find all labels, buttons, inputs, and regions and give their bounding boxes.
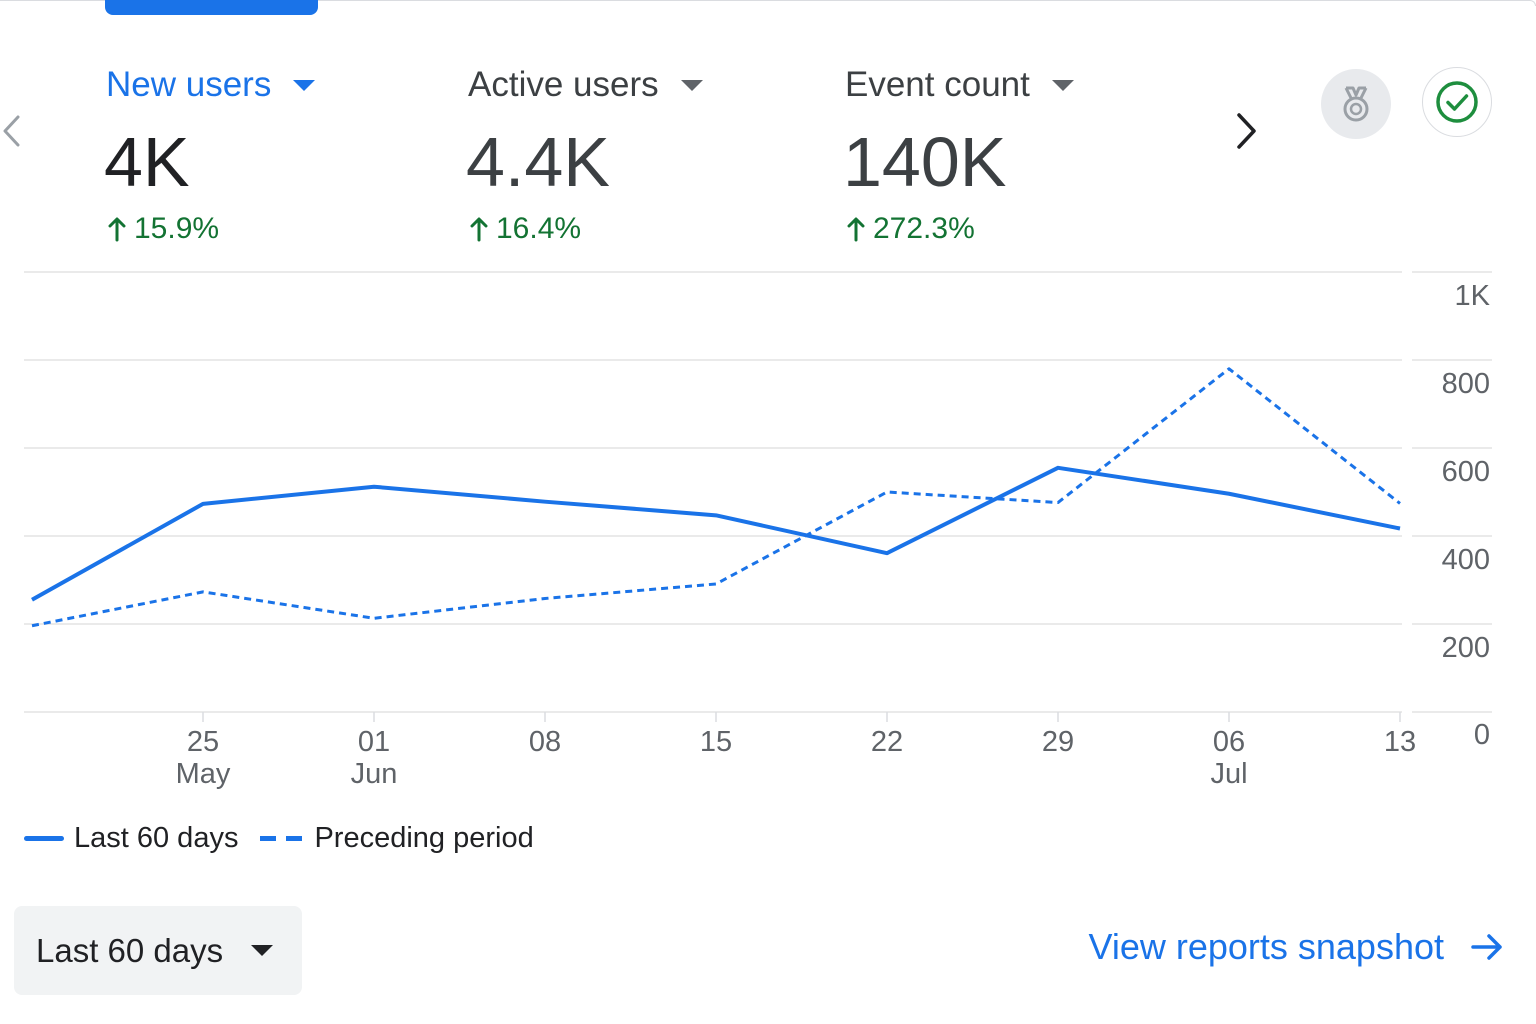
metric-change-value: 15.9% xyxy=(134,212,220,245)
metric-tab-new-users[interactable]: New users 4K 15.9% xyxy=(104,60,316,245)
y-tick-label: 1K xyxy=(1455,280,1491,312)
series-line-preceding-period xyxy=(31,367,1401,628)
legend-item-last-60-days: Last 60 days xyxy=(24,822,238,855)
caret-down-icon xyxy=(1051,79,1074,91)
y-tick-label: 800 xyxy=(1442,368,1490,400)
chevron-left-icon[interactable] xyxy=(0,113,24,149)
metric-value: 4K xyxy=(104,123,190,201)
x-tick-label: 22 xyxy=(871,726,903,758)
series-line-last-60-days xyxy=(31,465,1401,602)
legend-label: Preceding period xyxy=(314,822,534,854)
metric-change-value: 16.4% xyxy=(496,212,582,245)
x-tick-month-label: Jun xyxy=(351,758,398,790)
arrow-up-icon xyxy=(847,217,865,242)
arrow-up-icon xyxy=(108,217,126,242)
arrow-right-icon xyxy=(1471,934,1502,960)
y-tick-label: 600 xyxy=(1442,456,1490,488)
metric-change: 15.9% xyxy=(108,212,219,246)
legend-item-preceding-period: Preceding period xyxy=(260,822,534,855)
view-reports-snapshot-link[interactable]: View reports snapshot xyxy=(1088,926,1504,968)
x-tick-label: 29 xyxy=(1042,726,1074,758)
x-tick-label: 25 xyxy=(187,726,219,758)
metric-change: 16.4% xyxy=(470,212,581,246)
metric-change: 272.3% xyxy=(847,212,975,246)
y-tick-label: 200 xyxy=(1442,632,1490,664)
metric-label: Event count xyxy=(845,65,1030,104)
metric-tab-event-count[interactable]: Event count 140K 272.3% xyxy=(843,60,1074,245)
metric-change-value: 272.3% xyxy=(873,212,975,245)
date-range-dropdown[interactable]: Last 60 days xyxy=(14,906,302,995)
y-tick-label: 400 xyxy=(1442,544,1490,576)
x-tick-label: 15 xyxy=(700,726,732,758)
legend-swatch-dashed xyxy=(260,836,305,841)
active-tab-indicator xyxy=(105,0,318,15)
badge-button[interactable] xyxy=(1321,69,1391,139)
metric-label: New users xyxy=(106,65,272,104)
metric-value: 140K xyxy=(843,123,1007,201)
legend-label: Last 60 days xyxy=(74,822,239,854)
caret-down-icon xyxy=(680,79,703,91)
chart-legend: Last 60 days Preceding period xyxy=(24,822,556,855)
metric-label: Active users xyxy=(468,65,659,104)
check-button[interactable] xyxy=(1422,67,1492,137)
x-tick-label: 13 xyxy=(1384,726,1416,758)
x-tick-label: 08 xyxy=(529,726,561,758)
caret-down-icon xyxy=(293,79,316,91)
x-tick-label: 06 xyxy=(1213,726,1245,758)
metric-tab-active-users[interactable]: Active users 4.4K 16.4% xyxy=(466,60,703,245)
x-tick-label: 01 xyxy=(358,726,390,758)
legend-swatch-solid xyxy=(24,836,64,841)
metric-value: 4.4K xyxy=(466,123,610,201)
x-tick-month-label: Jul xyxy=(1210,758,1247,790)
check-circle-icon xyxy=(1436,81,1478,123)
y-tick-label: 0 xyxy=(1474,719,1490,751)
x-tick-month-label: May xyxy=(176,758,231,790)
date-range-label: Last 60 days xyxy=(36,931,224,969)
caret-down-icon xyxy=(251,945,274,956)
chevron-right-icon[interactable] xyxy=(1228,110,1264,152)
arrow-up-icon xyxy=(470,217,488,242)
medal-icon xyxy=(1343,86,1369,122)
view-reports-label: View reports snapshot xyxy=(1088,926,1444,967)
